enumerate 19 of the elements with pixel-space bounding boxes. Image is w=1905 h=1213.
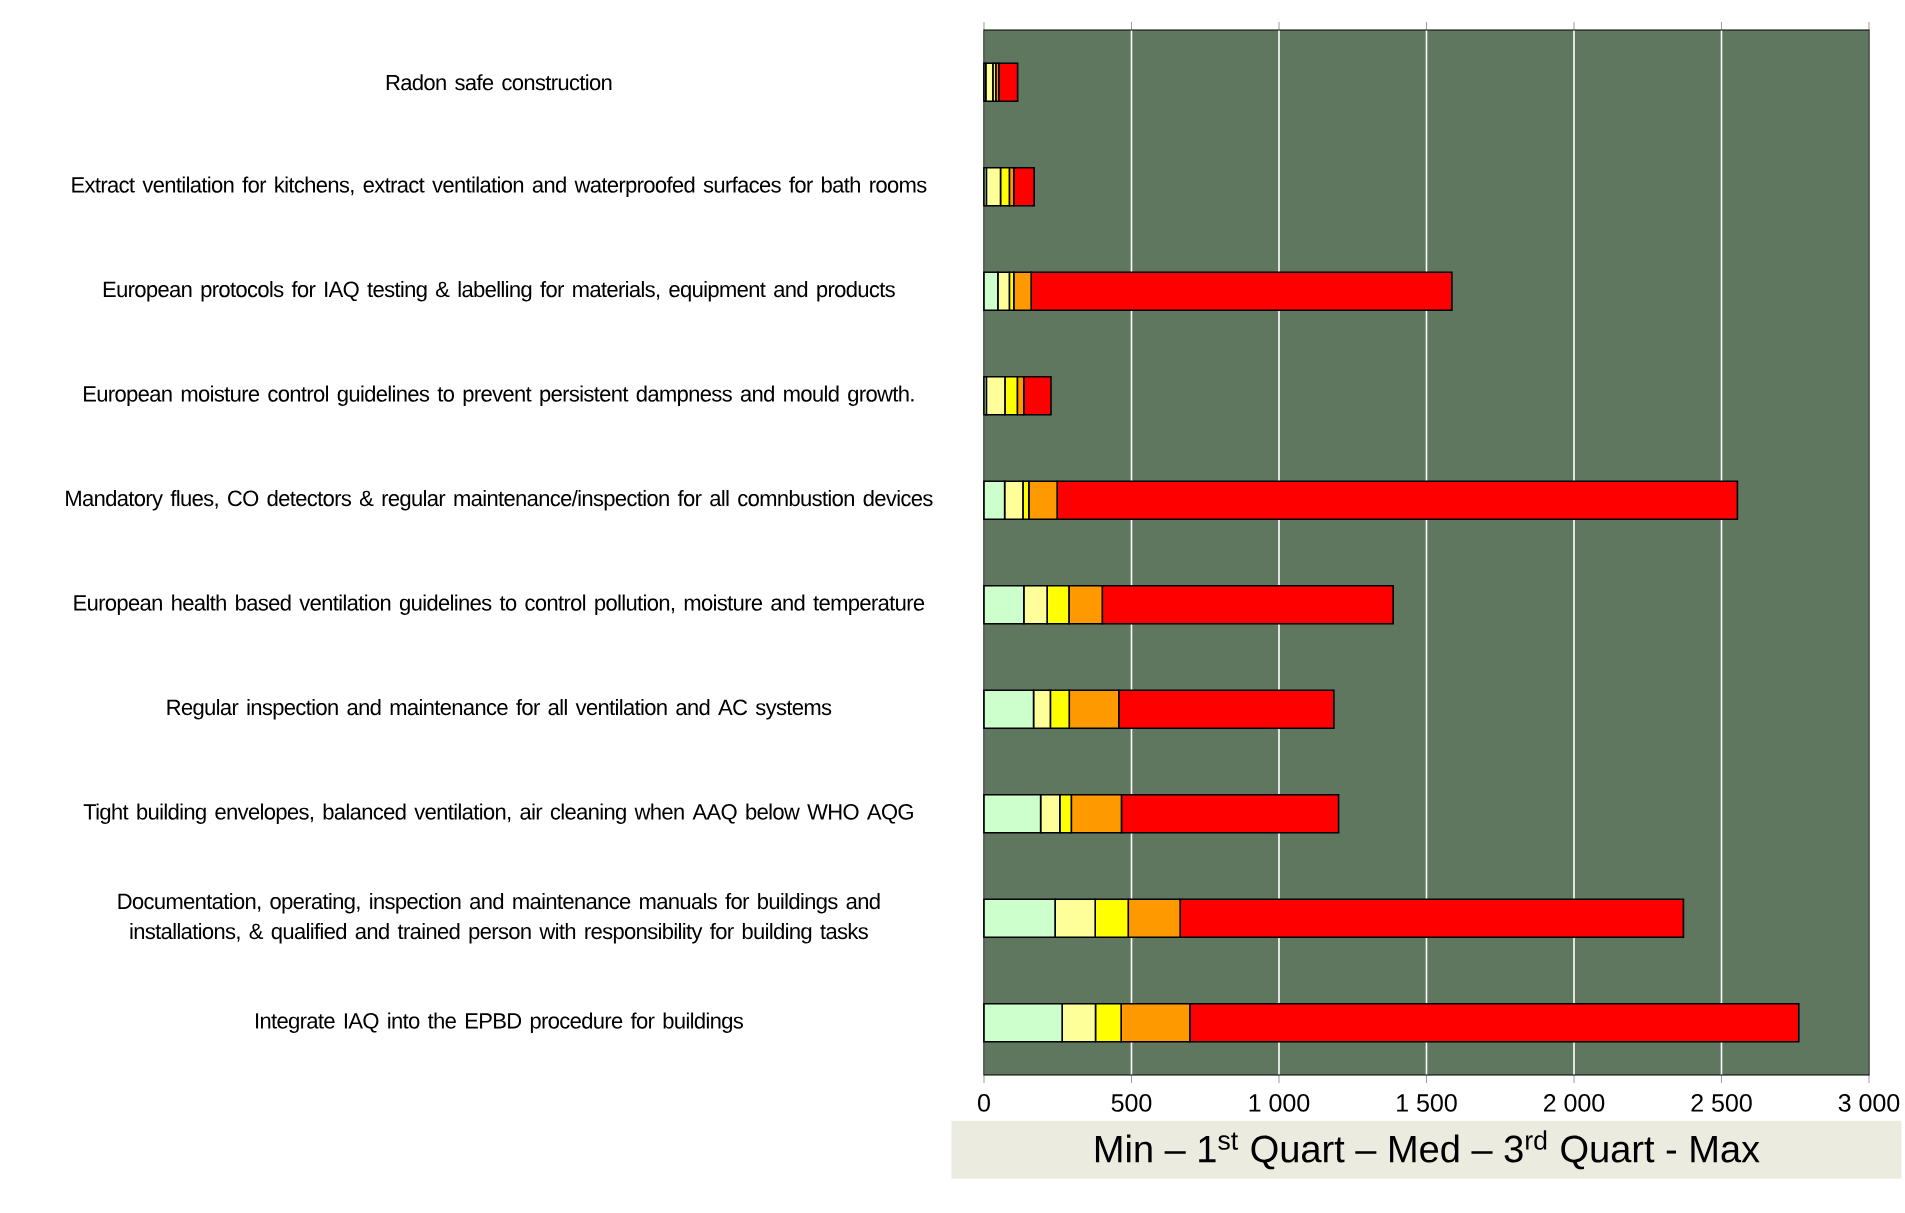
x-tick-label: 0 bbox=[978, 1094, 990, 1112]
y-tick-label: Integrate IAQ into the EPBD procedure for buildings bbox=[256, 1012, 743, 1033]
y-tick-label: Radon safe construction bbox=[386, 74, 612, 91]
y-tick-label: Regular inspection and maintenance for all ventilation and AC systems bbox=[167, 699, 832, 720]
x-tick-label: 1 000 bbox=[1249, 1094, 1310, 1112]
x-tick-label: 3 000 bbox=[1838, 1094, 1900, 1112]
y-tick-label: Extract ventilation for kitchens, extract ventilation and waterproofed surfaces for bath rooms bbox=[72, 176, 927, 197]
x-axis-title: Min – 1$^{st}$ Quart – Med – 3$^{rd}$ Quart - Max bbox=[1095, 1130, 1760, 1170]
bar bbox=[1012, 166, 1035, 207]
x-tick-label: 2 000 bbox=[1543, 1094, 1605, 1112]
x-tick-label: 500 bbox=[1111, 1094, 1152, 1112]
y-tick-label: European health based ventilation guidelines to control pollution, moisture and temperature bbox=[74, 594, 925, 615]
y-tick-label: European protocols for IAQ testing & labelling for materials, equipment and products bbox=[103, 281, 895, 302]
y-tick-label: Tight building envelopes, balanced ventilation, air cleaning when AAQ below WHO AQG bbox=[83, 803, 913, 824]
x-tick-label: 2 500 bbox=[1691, 1094, 1752, 1112]
y-tick-label: Mandatory flues, CO detectors & regular maintenance/inspection for all comnbustion devices bbox=[66, 490, 933, 511]
x-tick-label: 1 500 bbox=[1397, 1094, 1457, 1112]
y-tick-label: European moisture control guidelines to prevent persistent dampness and mould growth. bbox=[84, 385, 914, 406]
y-tick-label: Documentation, operating, inspection and maintenance manuals for buildings and installations, & qualified and trained person with responsibility for building tasks bbox=[118, 893, 880, 944]
